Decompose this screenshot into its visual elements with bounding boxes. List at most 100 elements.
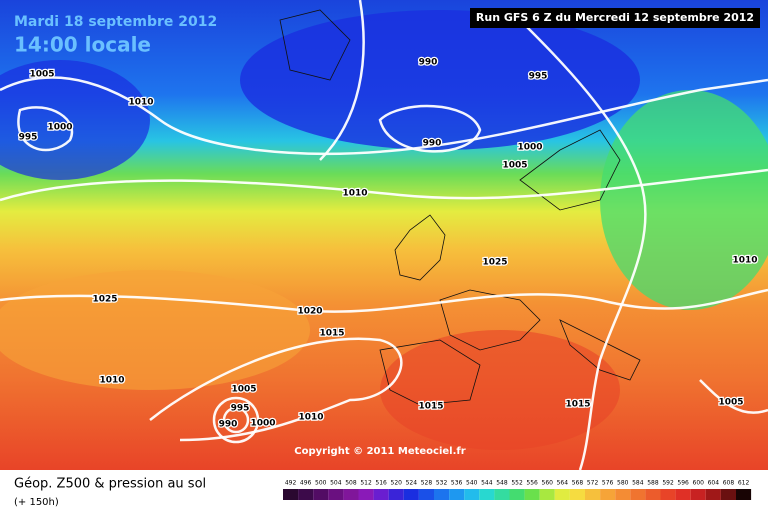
- run-info: Run GFS 6 Z du Mercredi 12 septembre 201…: [476, 11, 754, 24]
- scale-label: 588: [647, 480, 659, 487]
- isobar-label: 1010: [128, 98, 153, 108]
- isobar-label: 990: [219, 420, 238, 430]
- isobar-label: 1000: [47, 123, 72, 133]
- isobar-label: 995: [231, 404, 250, 414]
- scale-swatch: [509, 489, 525, 500]
- scale-swatch: [298, 489, 314, 500]
- scale-swatch: [313, 489, 329, 500]
- isobar-label: 1010: [298, 413, 323, 423]
- scale-swatch: [554, 489, 570, 500]
- scale-swatch: [524, 489, 540, 500]
- scale-label: 548: [496, 480, 508, 487]
- scale-swatch: [736, 489, 752, 500]
- scale-label: 580: [617, 480, 629, 487]
- isobar-label: 1000: [250, 419, 275, 429]
- isobars: [0, 0, 768, 470]
- copyright: Copyright © 2011 Meteociel.fr: [294, 446, 465, 457]
- ridge-area: [380, 330, 620, 450]
- scale-swatch: [585, 489, 601, 500]
- valid-time: 14:00 locale: [14, 33, 151, 57]
- scale-label: 512: [360, 480, 372, 487]
- scale-swatch: [660, 489, 676, 500]
- scale-swatch: [690, 489, 706, 500]
- isobar-label: 995: [529, 72, 548, 82]
- low-area: [240, 10, 640, 150]
- scale-swatch: [479, 489, 495, 500]
- scale-swatch: [373, 489, 389, 500]
- isobar-label: 1005: [29, 70, 54, 80]
- footer-title: Géop. Z500 & pression au sol: [14, 477, 206, 492]
- scale-label: 496: [300, 480, 312, 487]
- trough-area: [600, 90, 768, 310]
- scale-swatch: [600, 489, 616, 500]
- scale-swatch: [464, 489, 480, 500]
- isobar-label: 1015: [565, 400, 590, 410]
- scale-swatch: [630, 489, 646, 500]
- scale-swatch: [494, 489, 510, 500]
- isobar-label: 1020: [297, 307, 322, 317]
- scale-label: 564: [557, 480, 569, 487]
- isobar-label: 1010: [732, 256, 757, 266]
- scale-label: 556: [526, 480, 538, 487]
- isobar-label: 1015: [319, 329, 344, 339]
- isobar-label: 995: [19, 133, 38, 143]
- scale-label: 592: [662, 480, 674, 487]
- scale-label: 596: [677, 480, 689, 487]
- isobar-label: 1000: [517, 143, 542, 153]
- scale-swatch: [705, 489, 721, 500]
- scale-label: 568: [572, 480, 584, 487]
- isobar-label: 1025: [482, 258, 507, 268]
- scale-swatch: [418, 489, 434, 500]
- scale-label: 584: [632, 480, 644, 487]
- scale-swatch: [328, 489, 344, 500]
- scale-label: 508: [345, 480, 357, 487]
- scale-swatch: [615, 489, 631, 500]
- scale-label: 560: [542, 480, 554, 487]
- scale-label: 572: [587, 480, 599, 487]
- forecast-lead: (+ 150h): [14, 497, 59, 508]
- isobar-label: 990: [423, 139, 442, 149]
- isobar-label: 1005: [718, 398, 743, 408]
- scale-swatch: [539, 489, 555, 500]
- scale-swatch: [388, 489, 404, 500]
- isobar-label: 1005: [502, 161, 527, 171]
- scale-label: 576: [602, 480, 614, 487]
- scale-swatch: [569, 489, 585, 500]
- scale-label: 500: [315, 480, 327, 487]
- scale-swatch: [645, 489, 661, 500]
- isobar-label: 1025: [92, 295, 117, 305]
- scale-label: 532: [436, 480, 448, 487]
- isobar-label: 1010: [342, 189, 367, 199]
- scale-swatch: [343, 489, 359, 500]
- isobar-label: 1015: [418, 402, 443, 412]
- scale-label: 492: [285, 480, 297, 487]
- scale-label: 516: [375, 480, 387, 487]
- scale-label: 504: [330, 480, 342, 487]
- scale-label: 604: [708, 480, 720, 487]
- coastlines: [279, 9, 641, 406]
- scale-label: 552: [511, 480, 523, 487]
- scale-label: 540: [466, 480, 478, 487]
- scale-swatch: [283, 489, 299, 500]
- scale-swatch: [449, 489, 465, 500]
- scale-swatch: [434, 489, 450, 500]
- color-scale: 492 496 500 504 508 512 516 520 524 528 532 536 540 5…: [283, 480, 752, 500]
- isobar-label: 1005: [231, 385, 256, 395]
- scale-label: 612: [738, 480, 750, 487]
- run-banner: [470, 8, 760, 28]
- ridge-area: [0, 270, 310, 390]
- isobar-label: 990: [419, 58, 438, 68]
- scale-swatch: [403, 489, 419, 500]
- scale-swatch: [720, 489, 736, 500]
- valid-date: Mardi 18 septembre 2012: [14, 14, 217, 30]
- scale-label: 524: [406, 480, 418, 487]
- scale-label: 520: [391, 480, 403, 487]
- isobar-label: 1010: [99, 376, 124, 386]
- scale-label: 536: [451, 480, 463, 487]
- scale-label: 608: [723, 480, 735, 487]
- scale-label: 544: [481, 480, 493, 487]
- scale-swatch: [675, 489, 691, 500]
